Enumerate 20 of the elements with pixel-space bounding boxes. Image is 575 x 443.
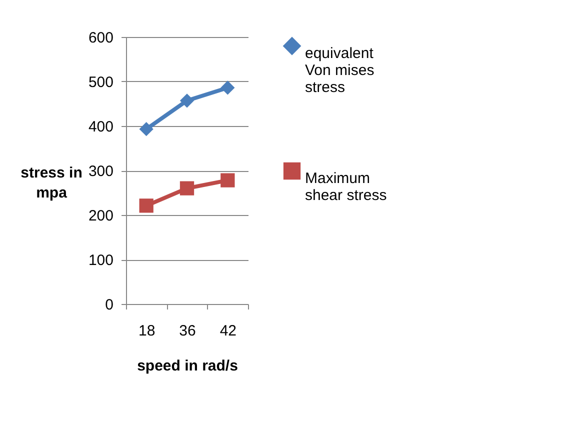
y-tick-label: 500 xyxy=(88,74,114,91)
y-tick-label: 600 xyxy=(88,30,114,46)
point xyxy=(180,94,194,108)
point xyxy=(139,198,154,213)
legend-label: equivalent Von mises stress xyxy=(305,45,374,96)
x-tick-label: 18 xyxy=(138,322,156,340)
point xyxy=(139,122,154,136)
y-tick-label: 300 xyxy=(88,163,114,180)
x-tick-label: 42 xyxy=(220,322,237,340)
point xyxy=(220,173,235,188)
x-tick-label: 36 xyxy=(179,322,196,340)
point xyxy=(180,181,194,196)
point xyxy=(220,80,235,95)
x-axis-title: speed in rad/s xyxy=(137,358,238,374)
y-tick-label: 400 xyxy=(88,118,114,136)
y-tick-label: 200 xyxy=(88,208,114,224)
y-tick-label: 100 xyxy=(88,252,114,269)
y-tick-label: 0 xyxy=(105,296,114,314)
legend-label: Maximum shear stress xyxy=(305,170,387,204)
y-axis-title: stress in mpa xyxy=(20,164,82,202)
